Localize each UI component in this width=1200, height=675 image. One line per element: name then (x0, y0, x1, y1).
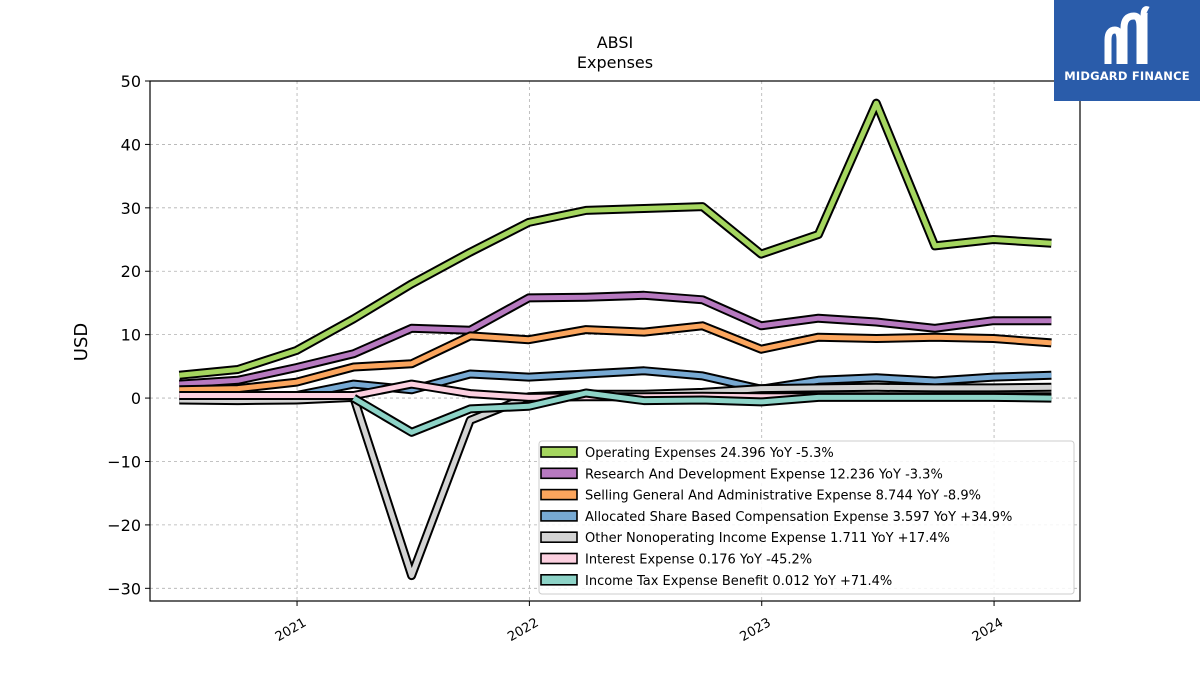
logo-text: MIDGARD FINANCE (1064, 69, 1190, 83)
legend-swatch (540, 510, 578, 522)
series-line (179, 100, 1052, 378)
legend-swatch (540, 573, 578, 586)
y-tick-label: 10 (121, 326, 141, 345)
legend: Operating Expenses 24.396 YoY -5.3% Resea… (538, 440, 1075, 595)
plot-frame (149, 80, 1081, 602)
y-tick-label: −30 (107, 579, 141, 598)
legend-label: Selling General And Administrative Expen… (585, 489, 981, 504)
legend-label: Allocated Share Based Compensation Expen… (585, 510, 1012, 525)
legend-box (538, 440, 1075, 595)
legend-swatch (540, 488, 578, 501)
series-line (179, 368, 1052, 402)
legend-label: Interest Expense 0.176 YoY -45.2% (585, 553, 812, 568)
y-tick-label: 40 (121, 135, 141, 154)
y-tick-label: −10 (107, 452, 141, 471)
x-tick-label: 2024 (970, 615, 1006, 645)
legend-label: Other Nonoperating Income Expense 1.711 … (585, 531, 950, 546)
series-line (179, 292, 1052, 387)
y-tick-label: 20 (121, 262, 141, 281)
chart-title: ABSI (597, 33, 634, 52)
legend-swatch (540, 446, 578, 458)
legend-swatch (540, 552, 578, 565)
series-lines (178, 98, 1052, 581)
y-axis-label: USD (71, 323, 92, 361)
midgard-finance-logo: MIDGARD FINANCE (1054, 0, 1200, 101)
y-tick-label: −20 (107, 516, 141, 535)
legend-swatch (540, 531, 578, 544)
legend-label: Research And Development Expense 12.236 … (585, 467, 943, 482)
series-line (179, 323, 1052, 393)
legend-label: Operating Expenses 24.396 YoY -5.3% (585, 446, 834, 461)
series-line (352, 390, 1052, 435)
y-tick-label: 50 (121, 72, 141, 91)
midgard-m-icon (1104, 6, 1150, 64)
x-tick-label: 2021 (273, 615, 309, 645)
x-tick-label: 2023 (738, 615, 774, 645)
y-tick-label: 0 (131, 389, 141, 408)
legend-swatch (540, 467, 578, 480)
legend-label: Income Tax Expense Benefit 0.012 YoY +71… (585, 574, 892, 589)
chart-subtitle: Expenses (577, 53, 653, 72)
x-tick-label: 2022 (505, 615, 541, 645)
y-tick-label: 30 (121, 199, 141, 218)
